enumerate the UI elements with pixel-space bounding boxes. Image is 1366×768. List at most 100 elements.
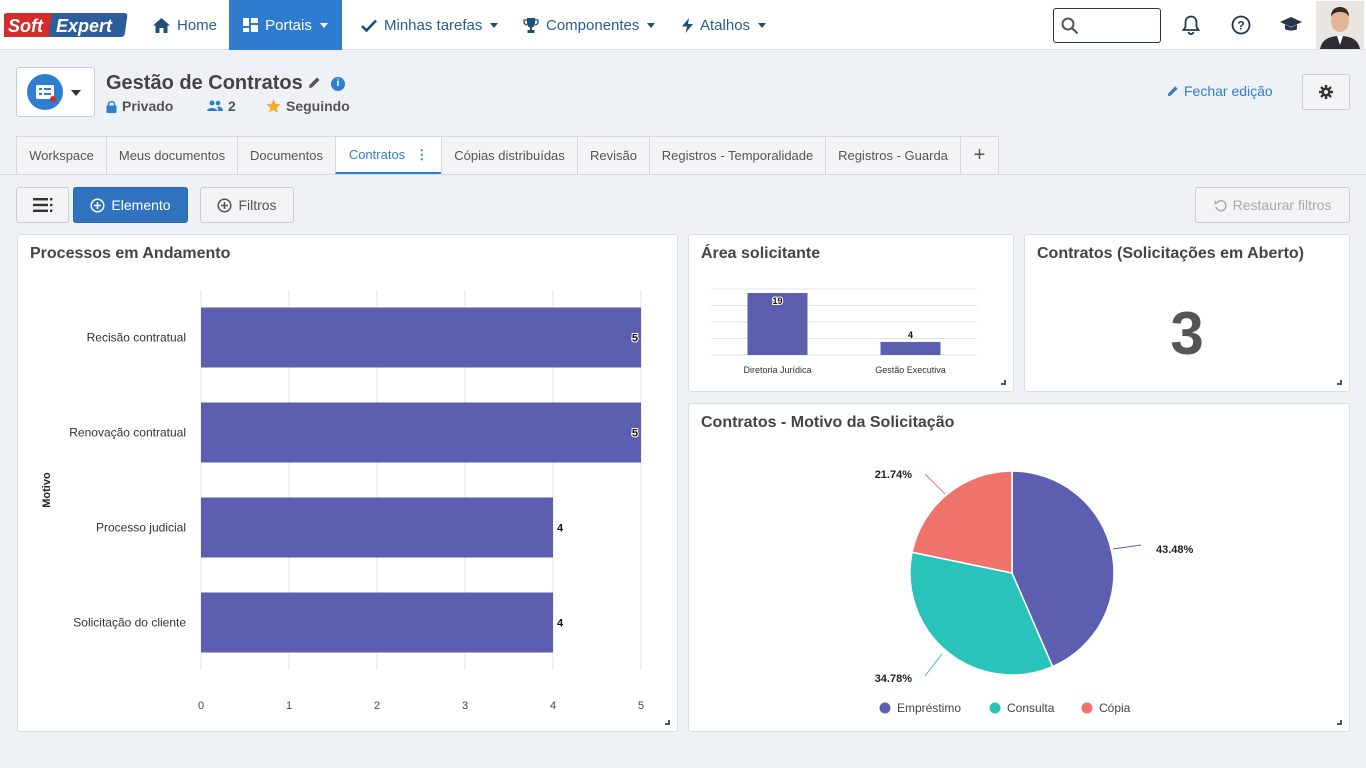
svg-text:Soft: Soft — [8, 16, 44, 36]
nav-atalhos[interactable]: Atalhos — [682, 0, 767, 50]
add-tab-button[interactable]: + — [960, 136, 999, 174]
tab-registros-temporalidade[interactable]: Registros - Temporalidade — [649, 136, 826, 174]
tab-documentos[interactable]: Documentos — [237, 136, 336, 174]
restore-filters-button[interactable]: Restaurar filtros — [1195, 187, 1350, 223]
x-tick-label: 0 — [198, 700, 204, 712]
category-label: Gestão Executiva — [875, 365, 946, 375]
bar — [201, 307, 641, 368]
learning-button[interactable] — [1279, 13, 1303, 37]
plus-circle-icon — [90, 197, 105, 213]
bolt-icon — [682, 17, 693, 33]
tab-revisao[interactable]: Revisão — [577, 136, 650, 174]
restore-filters-label: Restaurar filtros — [1232, 197, 1332, 213]
more-options-icon[interactable]: ⋮ — [415, 146, 429, 162]
info-icon[interactable]: i — [331, 77, 345, 91]
notifications-button[interactable] — [1179, 13, 1203, 37]
star-icon — [266, 99, 281, 113]
y-axis-title: Motivo — [41, 472, 53, 508]
motivo-pie-chart: 43.48% 34.78% 21.74% Empréstimo Consulta Cópi… — [875, 469, 1194, 715]
tab-label: Cópias distribuídas — [454, 148, 565, 163]
tab-copias-distribuidas[interactable]: Cópias distribuídas — [441, 136, 578, 174]
app-switcher[interactable] — [16, 67, 95, 117]
nav-componentes[interactable]: Componentes — [523, 0, 656, 50]
privacy-label: Privado — [122, 98, 174, 114]
search-input[interactable] — [1084, 15, 1156, 37]
svg-text:Expert: Expert — [56, 16, 113, 36]
data-label: 19 — [772, 296, 782, 306]
tab-meus-documentos[interactable]: Meus documentos — [106, 136, 238, 174]
tab-bar-line — [0, 174, 1366, 175]
plus-circle-icon — [217, 197, 232, 213]
bar — [201, 402, 641, 463]
chevron-down-icon — [647, 22, 656, 28]
widget-title: Processos em Andamento — [30, 245, 231, 262]
widget-area-solicitante: Área solicitante 19 Diretoria Jurídica 4 Ge… — [688, 234, 1014, 392]
data-label: 5 — [632, 428, 638, 440]
resize-handle[interactable] — [1337, 720, 1342, 725]
help-button[interactable]: ? — [1229, 13, 1253, 37]
x-tick-label: 5 — [638, 700, 644, 712]
chevron-down-icon — [71, 90, 81, 96]
tab-label: Registros - Guarda — [838, 148, 948, 163]
processos-bar-chart: 0 1 2 3 4 5 Recisão contratual 5 Renovação contr… — [41, 290, 644, 712]
dashboard-icon — [243, 18, 259, 32]
nav-minhas-tarefas[interactable]: Minhas tarefas — [361, 0, 499, 50]
settings-button[interactable] — [1302, 74, 1350, 110]
widget-title: Contratos (Solicitações em Aberto) — [1037, 245, 1305, 262]
tab-label: Workspace — [29, 148, 94, 163]
tab-contratos[interactable]: Contratos ⋮ — [335, 136, 442, 174]
bar — [201, 592, 553, 653]
legend-label: Cópia — [1099, 701, 1131, 715]
add-element-button[interactable]: Elemento — [73, 187, 188, 223]
tab-label: Contratos — [348, 147, 406, 162]
x-tick-label: 3 — [462, 700, 468, 712]
nav-portais[interactable]: Portais — [229, 0, 342, 50]
widget-title: Área solicitante — [701, 245, 821, 262]
data-label: 4 — [557, 523, 564, 535]
resize-handle[interactable] — [1001, 380, 1006, 385]
search-box[interactable] — [1053, 8, 1161, 43]
bar — [747, 293, 808, 355]
lock-icon — [106, 100, 117, 113]
pencil-icon — [1167, 85, 1178, 96]
plus-icon: + — [973, 144, 986, 166]
widget-motivo: Contratos - Motivo da Solicitação 43.48%… — [688, 403, 1350, 732]
help-icon: ? — [1231, 15, 1251, 35]
data-label: 34.78% — [875, 673, 913, 685]
users-icon — [207, 100, 223, 111]
label-connector — [924, 653, 943, 677]
data-label: 4 — [557, 618, 564, 630]
svg-text:?: ? — [1237, 19, 1244, 33]
pencil-icon[interactable] — [307, 76, 321, 90]
bell-icon — [1182, 15, 1200, 35]
members-indicator[interactable]: 2 — [207, 98, 236, 114]
x-tick-label: 1 — [286, 700, 292, 712]
trophy-icon — [523, 17, 539, 33]
resize-handle[interactable] — [665, 720, 670, 725]
nav-tarefas-label: Minhas tarefas — [384, 16, 483, 34]
tab-workspace[interactable]: Workspace — [16, 136, 107, 174]
user-avatar[interactable] — [1316, 1, 1364, 49]
search-icon — [1061, 17, 1079, 35]
close-edit-link[interactable]: Fechar edição — [1166, 83, 1273, 99]
resize-handle[interactable] — [1337, 380, 1342, 385]
following-indicator[interactable]: Seguindo — [266, 98, 350, 114]
softexpert-logo[interactable]: Soft Expert — [4, 11, 128, 39]
filters-button[interactable]: Filtros — [200, 187, 294, 223]
members-count: 2 — [228, 98, 236, 114]
graduation-cap-icon — [1280, 17, 1302, 31]
tab-label: Registros - Temporalidade — [661, 148, 814, 163]
category-label: Processo judicial — [96, 521, 186, 535]
data-label: 5 — [632, 333, 638, 345]
tab-registros-guarda[interactable]: Registros - Guarda — [825, 136, 961, 174]
data-label: 43.48% — [1156, 544, 1194, 556]
add-element-label: Elemento — [111, 197, 171, 213]
following-label: Seguindo — [286, 98, 350, 114]
chevron-down-icon — [319, 22, 328, 28]
nav-home[interactable]: Home — [153, 0, 217, 50]
filters-label: Filtros — [238, 197, 277, 213]
menu-toggle-button[interactable] — [16, 187, 69, 223]
tab-label: Meus documentos — [118, 148, 226, 163]
undo-icon — [1214, 199, 1227, 211]
pie-slice — [909, 551, 1054, 676]
